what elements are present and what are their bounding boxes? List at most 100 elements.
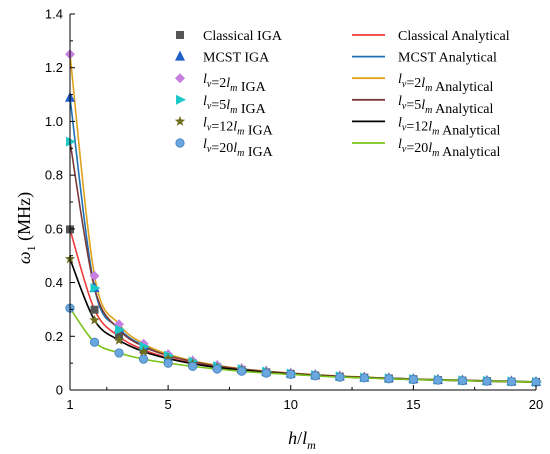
iga-point-3 — [115, 324, 126, 335]
iga-point-4 — [162, 353, 174, 364]
subscript: v — [402, 79, 407, 90]
italic-symbol: l — [203, 137, 207, 152]
subscript: v — [402, 144, 407, 155]
text-segment: IGA — [237, 102, 266, 117]
text-segment: Analytical — [432, 80, 493, 95]
iga-point-3 — [139, 341, 150, 352]
x-tick-label: 1 — [66, 397, 73, 412]
legend-marker — [176, 31, 184, 39]
x-tick-label: 5 — [164, 397, 171, 412]
legend-marker — [175, 73, 185, 84]
x-title-var: l — [302, 428, 307, 448]
iga-point-3 — [66, 136, 76, 147]
x-tick-label: 20 — [529, 397, 543, 412]
y-title-subscript: 1 — [24, 245, 38, 251]
italic-symbol: l — [428, 119, 432, 134]
text-segment: IGA — [237, 80, 266, 95]
iga-point-5 — [457, 375, 468, 386]
legend-label: lv=20lm IGA — [203, 137, 274, 160]
subscript: m — [237, 148, 244, 159]
iga-point-5 — [531, 377, 541, 387]
legend-label: Classical Analytical — [398, 29, 510, 44]
analytical-line-4 — [69, 258, 537, 383]
y-tick-label: 0.8 — [45, 168, 63, 183]
text-segment: =20 — [211, 141, 233, 156]
iga-point-5 — [286, 369, 296, 380]
iga-point-5 — [482, 376, 492, 386]
text-segment: =20 — [406, 141, 428, 156]
analytical-line-1 — [69, 97, 537, 383]
subscript: v — [207, 79, 212, 90]
subscript: v — [402, 122, 407, 133]
x-axis-title: h/lm — [288, 428, 316, 452]
subscript: m — [230, 105, 237, 116]
italic-symbol: l — [398, 94, 402, 109]
italic-symbol: l — [203, 94, 207, 109]
plot-area — [64, 49, 542, 387]
y-tick-label: 0.6 — [45, 221, 63, 236]
iga-point-5 — [237, 366, 247, 376]
legend-label: MCST Analytical — [398, 51, 497, 66]
subscript: v — [207, 101, 212, 112]
legend-label: lv=2lm IGA — [203, 72, 267, 95]
text-segment: MCST Analytical — [398, 51, 497, 66]
iga-point-5 — [188, 361, 198, 371]
legend-label: lv=12lm IGA — [203, 115, 274, 138]
iga-point-0 — [90, 305, 99, 314]
italic-symbol: l — [203, 115, 207, 130]
y-tick-label: 1.2 — [45, 60, 63, 75]
text-segment: =2 — [406, 76, 421, 91]
subscript: m — [425, 105, 432, 116]
iga-point-5 — [212, 364, 222, 374]
legend-marker — [174, 115, 186, 126]
italic-symbol: l — [398, 115, 402, 130]
text-segment: Analytical — [432, 102, 493, 117]
iga-point-4 — [89, 314, 100, 325]
x-tick-label: 15 — [406, 397, 420, 412]
italic-symbol: l — [398, 137, 402, 152]
y-tick-label: 1.4 — [45, 7, 63, 22]
x-title-subscript: m — [307, 438, 316, 452]
y-tick-label: 0.2 — [45, 329, 63, 344]
iga-point-4 — [113, 334, 125, 345]
italic-symbol: l — [421, 76, 425, 91]
iga-point-5 — [506, 377, 517, 387]
legend-label: lv=12lm Analytical — [398, 115, 501, 138]
text-segment: =2 — [211, 76, 226, 91]
iga-point-5 — [433, 375, 443, 385]
italic-symbol: l — [203, 72, 207, 87]
iga-point-2 — [89, 270, 100, 281]
iga-point-5 — [114, 348, 124, 358]
iga-point-4 — [138, 346, 149, 357]
italic-symbol: l — [428, 141, 432, 156]
legend-marker — [175, 50, 185, 61]
subscript: m — [432, 126, 439, 137]
text-segment: Analytical — [439, 145, 500, 160]
italic-symbol: l — [233, 119, 237, 134]
legend-label: lv=5lm Analytical — [398, 94, 494, 117]
italic-symbol: l — [398, 72, 402, 87]
italic-symbol: l — [226, 76, 230, 91]
iga-point-5 — [138, 354, 149, 364]
text-segment: Classical Analytical — [398, 29, 510, 44]
iga-point-5 — [89, 337, 100, 347]
axes: 00.20.40.60.81.01.21.41 5 10 15 20 — [45, 7, 543, 413]
x-title-var: h — [288, 428, 297, 448]
iga-point-3 — [90, 282, 101, 293]
iga-point-5 — [163, 358, 173, 368]
text-segment: =12 — [211, 119, 233, 134]
text-segment: IGA — [244, 123, 273, 138]
subscript: v — [207, 122, 212, 133]
y-tick-label: 0.4 — [45, 275, 63, 290]
italic-symbol: l — [233, 141, 237, 156]
iga-point-5 — [408, 374, 418, 385]
iga-point-5 — [335, 372, 345, 382]
subscript: v — [402, 101, 407, 112]
legend-label: MCST IGA — [203, 51, 270, 66]
iga-point-5 — [359, 373, 369, 383]
y-tick-label: 0 — [56, 383, 63, 398]
subscript: m — [237, 126, 244, 137]
y-axis-title: ω1 (MHz) — [14, 192, 38, 264]
